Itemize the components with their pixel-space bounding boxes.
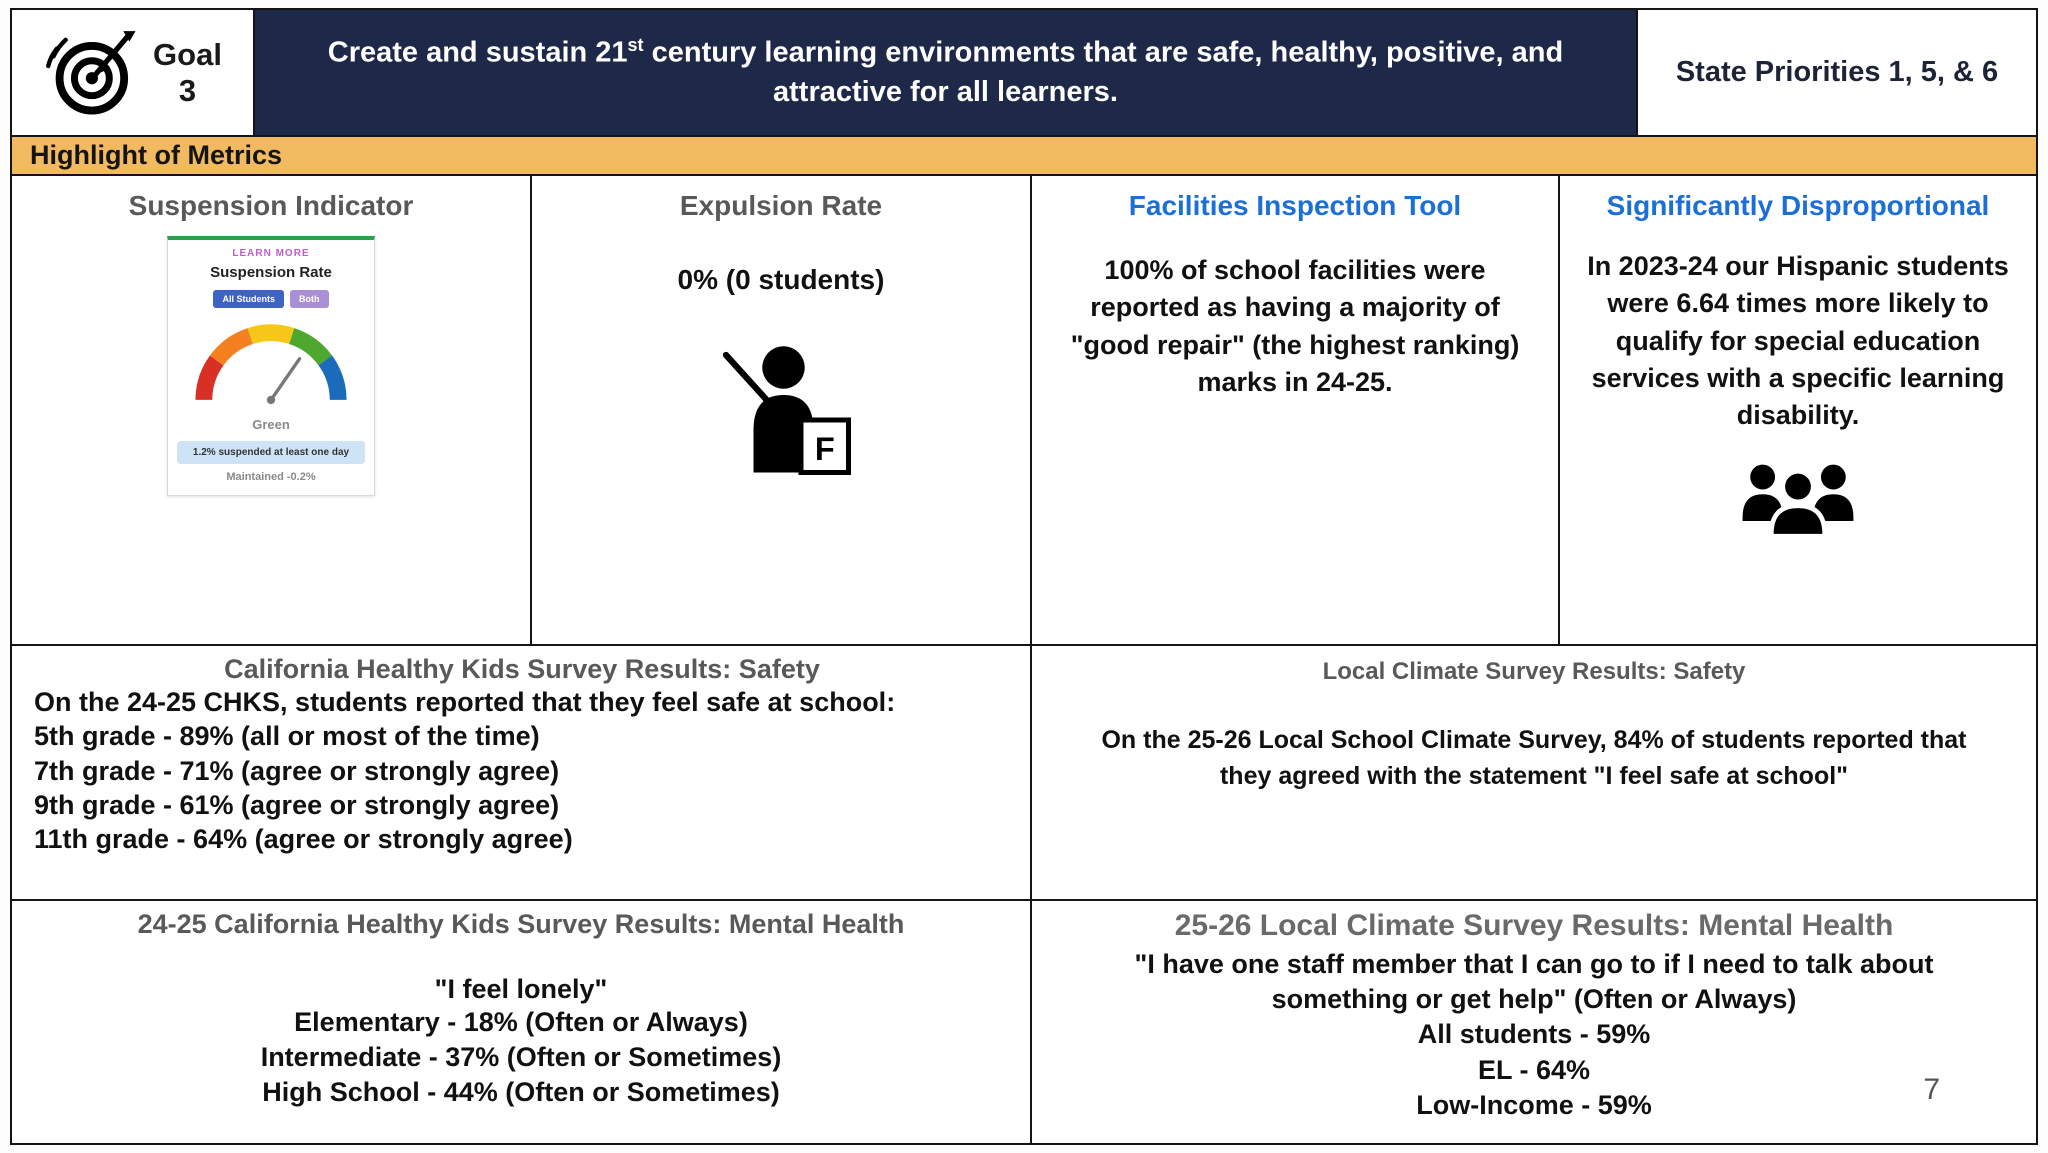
chks-safety-cell: California Healthy Kids Survey Results: … xyxy=(12,646,1032,899)
suspension-indicator-title: Suspension Indicator xyxy=(128,190,414,221)
expulsion-rate-cell: Expulsion Rate 0% (0 students) F xyxy=(532,176,1032,644)
goal-cell: Goal 3 xyxy=(12,10,255,135)
goal-statement-banner: Create and sustain 21st century learning… xyxy=(255,10,1636,135)
chks-mental-line-elementary: Elementary - 18% (Often or Always) xyxy=(294,1007,748,1037)
significantly-disproportional-cell: Significantly Disproportional In 2023-24… xyxy=(1560,176,2036,644)
chks-mental-health-title: 24-25 California Healthy Kids Survey Res… xyxy=(137,909,905,939)
statement-superscript: st xyxy=(627,35,644,56)
filter-pill-all-students: All Students xyxy=(213,290,284,308)
state-priorities-text: State Priorities 1, 5, & 6 xyxy=(1675,56,1999,88)
people-group-icon xyxy=(1742,464,1854,539)
svg-text:F: F xyxy=(815,431,835,467)
chks-mental-line-highschool: High School - 44% (Often or Sometimes) xyxy=(262,1077,780,1108)
target-arrow-icon xyxy=(46,30,136,114)
dashboard-detail: 1.2% suspended at least one day xyxy=(177,441,365,464)
chks-safety-line-5th: 5th grade - 89% (all or most of the time… xyxy=(34,721,540,752)
local-climate-line-all-students: All students - 59% xyxy=(1417,1019,1651,1050)
chks-safety-line-11th: 11th grade - 64% (agree or strongly agre… xyxy=(34,824,573,855)
expulsion-rate-title: Expulsion Rate xyxy=(679,190,883,221)
chks-mental-health-cell: 24-25 California Healthy Kids Survey Res… xyxy=(12,901,1032,1143)
facilities-inspection-title: Facilities Inspection Tool xyxy=(1128,190,1462,221)
local-climate-safety-body: On the 25-26 Local School Climate Survey… xyxy=(1101,726,1967,791)
mental-health-row: 24-25 California Healthy Kids Survey Res… xyxy=(12,899,2036,1143)
safety-row: California Healthy Kids Survey Results: … xyxy=(12,644,2036,899)
filter-pill-both: Both xyxy=(290,290,329,308)
statement-post: century learning environments that are s… xyxy=(643,36,1564,108)
local-climate-mental-intro: "I have one staff member that I can go t… xyxy=(1134,949,1934,1015)
chks-safety-intro: On the 24-25 CHKS, students reported tha… xyxy=(34,687,896,717)
state-priorities-cell: State Priorities 1, 5, & 6 xyxy=(1636,10,2036,135)
suspension-indicator-cell: Suspension Indicator LEARN MORE Suspensi… xyxy=(12,176,532,644)
dashboard-filter-pills: All Students Both xyxy=(177,290,365,308)
page-number: 7 xyxy=(1923,1073,1940,1106)
dashboard-top-label: LEARN MORE xyxy=(232,248,310,259)
chks-mental-line-intermediate: Intermediate - 37% (Often or Sometimes) xyxy=(260,1042,782,1073)
teacher-icon: F xyxy=(722,346,851,475)
significantly-disproportional-title: Significantly Disproportional xyxy=(1606,190,1990,221)
goal-word: Goal xyxy=(153,36,222,72)
section-bar-title: Highlight of Metrics xyxy=(30,140,282,170)
dashboard-status: Green xyxy=(252,417,290,432)
dashboard-change: Maintained -0.2% xyxy=(226,471,316,483)
goal-statement-text: Create and sustain 21st century learning… xyxy=(291,33,1600,112)
chks-mental-health-quote: "I feel lonely" xyxy=(434,974,608,1004)
goal-label: Goal 3 xyxy=(153,37,222,108)
goal-header-row: Goal 3 Create and sustain 21st century l… xyxy=(12,10,2036,135)
chks-safety-line-7th: 7th grade - 71% (agree or strongly agree… xyxy=(34,755,560,786)
facilities-inspection-body: 100% of school facilities were reported … xyxy=(1070,255,1520,397)
goal-number: 3 xyxy=(178,72,197,108)
chks-safety-title: California Healthy Kids Survey Results: … xyxy=(224,654,820,684)
local-climate-safety-cell: Local Climate Survey Results: Safety On … xyxy=(1032,646,2036,899)
suspension-gauge-icon xyxy=(195,324,347,405)
local-climate-mental-title: 25-26 Local Climate Survey Results: Ment… xyxy=(1174,909,1894,942)
metrics-table: Goal 3 Create and sustain 21st century l… xyxy=(10,8,2038,1145)
significantly-disproportional-body: In 2023-24 our Hispanic students were 6.… xyxy=(1587,251,2009,430)
facilities-inspection-cell: Facilities Inspection Tool 100% of schoo… xyxy=(1032,176,1560,644)
metrics-row: Suspension Indicator LEARN MORE Suspensi… xyxy=(12,176,2036,644)
chks-safety-line-9th: 9th grade - 61% (agree or strongly agree… xyxy=(34,789,560,820)
statement-pre: Create and sustain 21 xyxy=(327,36,628,69)
local-climate-mental-health-cell: 25-26 Local Climate Survey Results: Ment… xyxy=(1032,901,2036,1143)
local-climate-safety-title: Local Climate Survey Results: Safety xyxy=(1322,658,1746,685)
local-climate-line-low-income: Low-Income - 59% xyxy=(1416,1090,1652,1121)
expulsion-rate-value: 0% (0 students) xyxy=(677,264,885,295)
suspension-dashboard-card: LEARN MORE Suspension Rate All Students … xyxy=(167,236,375,496)
local-climate-line-el: EL - 64% xyxy=(1477,1054,1591,1085)
section-bar: Highlight of Metrics xyxy=(12,135,2036,176)
dashboard-card-title: Suspension Rate xyxy=(210,264,332,281)
